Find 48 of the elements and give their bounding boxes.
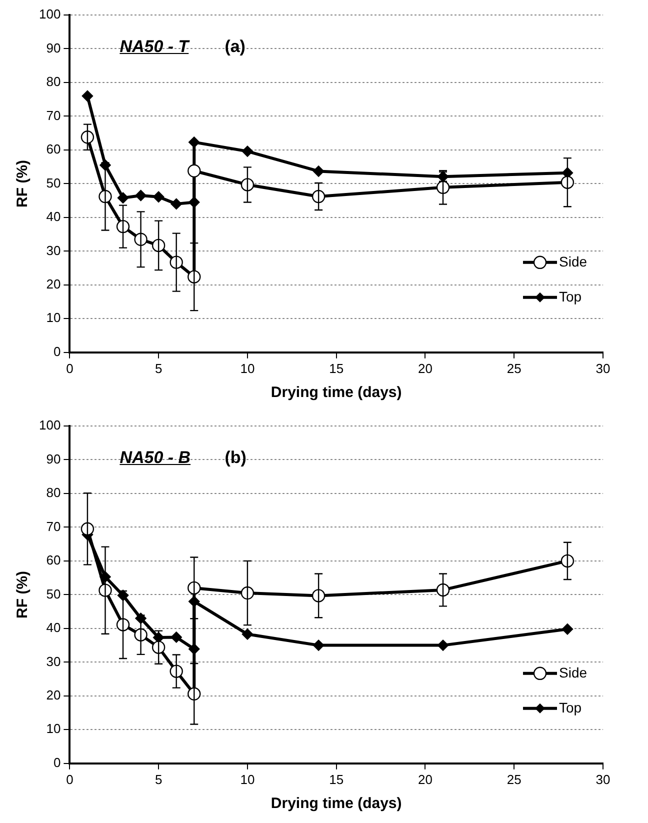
y-tick-label: 100 xyxy=(38,6,61,22)
annotation: (a) xyxy=(224,37,246,57)
y-tick-label: 60 xyxy=(46,552,61,568)
y-tick-label: 80 xyxy=(46,74,61,90)
legend-label: Top xyxy=(559,699,582,716)
x-tick-label: 20 xyxy=(418,360,432,376)
y-tick-label: 20 xyxy=(46,688,61,702)
x-tick-label: 5 xyxy=(154,360,162,376)
y-tick-label: 30 xyxy=(46,242,61,258)
y-tick-label: 50 xyxy=(46,175,61,190)
x-tick-label: 30 xyxy=(596,360,610,376)
legend-label: Side xyxy=(559,664,588,680)
annotation: NA50 - T xyxy=(120,37,189,57)
legend-label: Top xyxy=(559,288,582,304)
x-tick-label: 0 xyxy=(66,360,74,376)
x-tick-label: 30 xyxy=(596,772,610,787)
y-tick-label: 80 xyxy=(46,485,61,500)
y-tick-label: 40 xyxy=(46,620,61,636)
y-tick-label: 30 xyxy=(46,654,61,669)
y-tick-label: 90 xyxy=(46,40,61,56)
x-tick-label: 25 xyxy=(506,772,522,787)
x-tick-label: 20 xyxy=(418,772,432,787)
y-tick-label: 10 xyxy=(46,721,61,736)
y-tick-label: 100 xyxy=(38,418,61,433)
x-axis-title: Drying time (days) xyxy=(270,384,402,402)
legend-label: Side xyxy=(559,253,588,270)
x-axis-title: Drying time (days) xyxy=(270,795,402,812)
x-tick-label: 10 xyxy=(240,360,255,376)
y-tick-label: 40 xyxy=(46,209,61,224)
x-tick-label: 10 xyxy=(240,772,255,787)
y-tick-label: 10 xyxy=(46,310,61,326)
y-tick-label: 20 xyxy=(46,276,61,292)
y-tick-label: 60 xyxy=(46,142,61,157)
y-axis-title: RF (%) xyxy=(14,160,32,208)
y-tick-label: 70 xyxy=(46,518,61,534)
x-tick-label: 5 xyxy=(154,772,162,787)
y-tick-label: 70 xyxy=(46,108,61,123)
x-tick-label: 15 xyxy=(329,772,344,787)
y-tick-label: 0 xyxy=(53,754,61,770)
x-tick-label: 0 xyxy=(66,772,74,787)
x-tick-label: 15 xyxy=(329,360,344,376)
y-tick-label: 50 xyxy=(46,586,61,602)
y-axis-title: RF (%) xyxy=(14,570,32,618)
x-tick-label: 25 xyxy=(506,360,522,376)
annotation: (b) xyxy=(224,448,246,468)
y-tick-label: 0 xyxy=(53,344,61,359)
y-tick-label: 90 xyxy=(46,451,61,466)
annotation: NA50 - B xyxy=(120,448,191,468)
